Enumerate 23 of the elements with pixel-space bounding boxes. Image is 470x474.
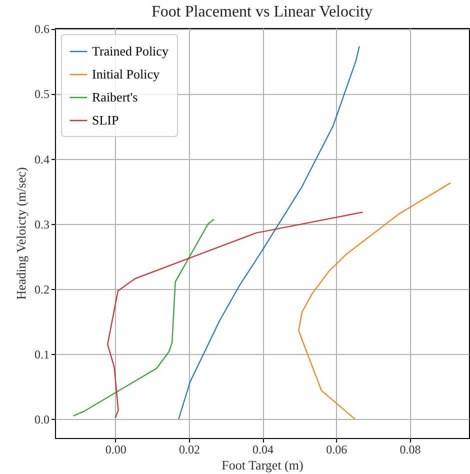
line-series [298, 182, 452, 420]
legend-label: Raibert's [92, 90, 138, 104]
chart-title: Foot Placement vs Linear Velocity [152, 4, 372, 21]
y-tick-label: 0.3 [34, 217, 50, 232]
line-series [107, 212, 364, 418]
line-series [72, 218, 215, 416]
x-axis-title: Foot Target (m) [222, 458, 304, 472]
x-tick-label: 0.04 [252, 442, 274, 456]
x-tick-label: 0.06 [326, 442, 348, 456]
y-tick-label: 0.1 [34, 348, 50, 362]
x-tick-label: 0.00 [105, 442, 126, 456]
y-axis-title: Heading Veloicty (m/sec) [14, 167, 28, 300]
y-tick-label: 0.5 [34, 87, 50, 102]
x-tick-label: 0.02 [178, 442, 200, 456]
y-tick-label: 0.2 [34, 282, 50, 296]
legend-label: Trained Policy [92, 44, 169, 58]
line-series [178, 46, 360, 420]
legend-label: SLIP [92, 112, 119, 128]
y-tick-label: 0.4 [34, 152, 50, 166]
y-tick-label: 0.0 [34, 412, 50, 427]
x-tick-label: 0.08 [400, 442, 421, 456]
legend-label: Initial Policy [92, 66, 160, 82]
y-tick-label: 0.6 [34, 22, 50, 36]
